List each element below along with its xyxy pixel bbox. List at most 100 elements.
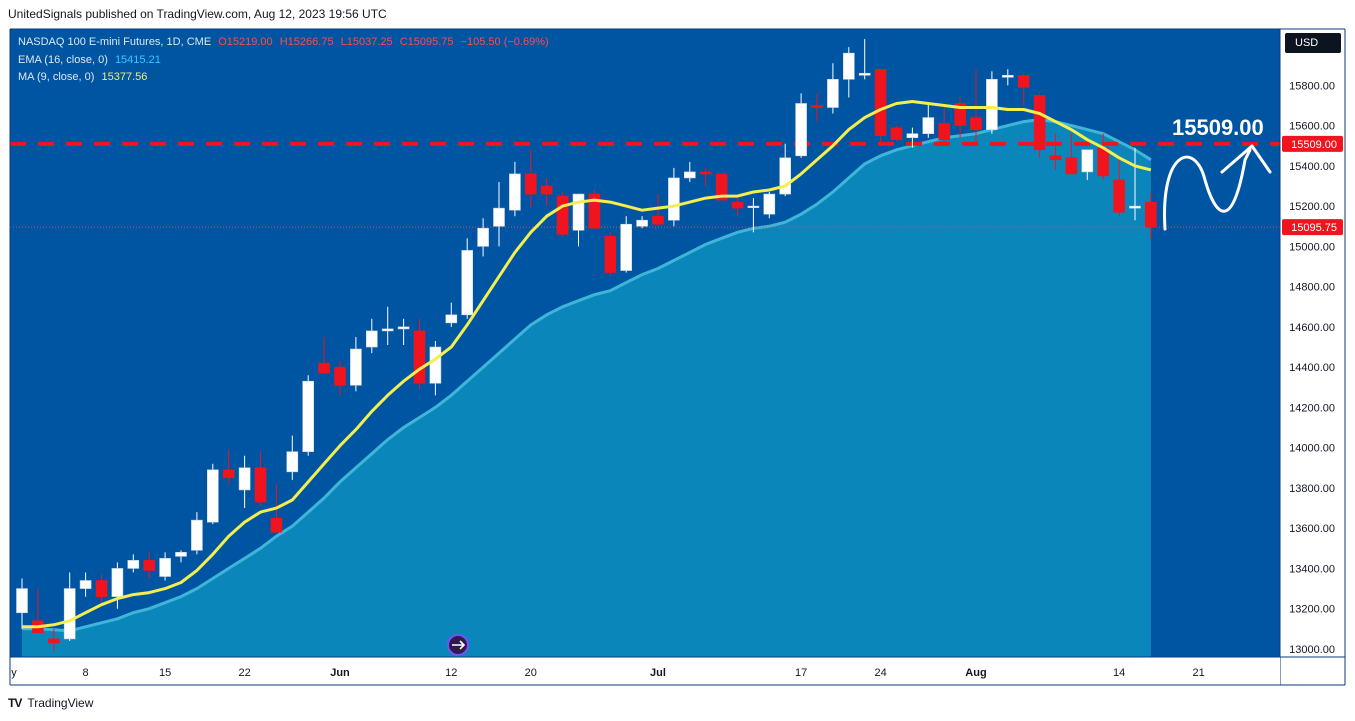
last-price-tag: 15095.75 [1291, 222, 1337, 234]
x-tick-label: 20 [525, 667, 537, 679]
candle [1081, 149, 1094, 180]
candle [191, 512, 203, 555]
candle-body [318, 362, 330, 374]
candle-body [524, 173, 537, 195]
candle-body [906, 133, 919, 138]
candle-body [350, 348, 362, 386]
candle-body [715, 173, 728, 201]
candle [556, 192, 569, 237]
candle [986, 71, 998, 134]
candle [747, 198, 760, 233]
last-price-tag-bg [1282, 219, 1343, 236]
projection-curve-icon [1163, 148, 1252, 231]
candle [938, 107, 951, 144]
candle-body [842, 52, 855, 80]
candle [207, 463, 219, 525]
candle [1113, 155, 1125, 217]
candle-body [365, 330, 378, 348]
candle-body [254, 467, 267, 503]
open-value: O15219.00 [218, 36, 273, 48]
candle-body [445, 314, 458, 324]
candle [1001, 69, 1014, 86]
candle [795, 93, 807, 158]
candle-body [811, 105, 823, 108]
candle [127, 554, 140, 573]
candle-body [763, 193, 776, 215]
candle [175, 550, 187, 563]
ma-label: MA (9, close, 0) [18, 71, 95, 83]
candle [842, 47, 855, 98]
candle-body [858, 72, 871, 76]
legend-row-ma[interactable]: MA (9, close, 0) 15377.56 [18, 71, 151, 83]
candle-body [493, 207, 505, 227]
candle [63, 572, 76, 641]
candle [906, 127, 919, 148]
candle [143, 552, 155, 579]
tradingview-logo-icon: TV [8, 696, 22, 710]
candle-body [1001, 74, 1014, 78]
y-tick-label: 13400.00 [1289, 563, 1335, 575]
x-tick-label: 22 [238, 667, 250, 679]
ema-value: 15415.21 [114, 54, 161, 66]
candle-body [636, 219, 648, 227]
candle-body [986, 79, 998, 130]
candle-body [1081, 149, 1094, 173]
candle-body [397, 326, 410, 330]
candle-body [540, 185, 553, 195]
x-tick-label: Aug [965, 667, 986, 679]
y-tick-label: 14400.00 [1289, 362, 1335, 374]
legend-row-ema[interactable]: EMA (16, close, 0) 15415.21 [18, 54, 165, 66]
candle [318, 336, 330, 374]
candle-body [222, 469, 235, 479]
low-value: L15037.25 [340, 36, 393, 48]
replay-arrow [452, 640, 466, 650]
candle-body [699, 171, 712, 175]
legend-row-symbol: NASDAQ 100 E-mini Futures, 1D, CME O1521… [18, 36, 553, 48]
candle [683, 161, 696, 182]
candle-body [747, 205, 760, 208]
candle [811, 93, 823, 122]
candle [827, 63, 839, 114]
currency-button[interactable]: USD [1285, 33, 1341, 53]
candle [222, 449, 235, 484]
candle [874, 68, 887, 144]
candle [620, 216, 633, 273]
target-price-label: 15509.00 [1172, 115, 1264, 140]
candle-body [143, 560, 155, 571]
candle-body [127, 560, 140, 569]
candle [1129, 147, 1141, 221]
x-tick-label: 14 [1113, 667, 1125, 679]
candle [397, 318, 410, 346]
candle-body [779, 157, 792, 195]
y-tick-label: 15800.00 [1289, 80, 1335, 92]
candle-body [63, 588, 76, 640]
candle-body [683, 171, 696, 179]
candle [1017, 73, 1030, 106]
projection-arrowhead-icon [1220, 144, 1272, 174]
target-price-tag: 15509.00 [1291, 139, 1337, 151]
candle [699, 167, 712, 186]
candle-body [922, 117, 935, 134]
ema-label: EMA (16, close, 0) [18, 54, 108, 66]
y-tick-label: 15000.00 [1289, 241, 1335, 253]
candle-body [1065, 157, 1078, 175]
candle-body [556, 195, 569, 235]
close-value: C15095.75 [399, 36, 454, 48]
candle [588, 190, 601, 229]
candle-body [604, 236, 617, 273]
candle-body [1033, 95, 1046, 151]
candle [79, 572, 92, 597]
candle-body [429, 346, 442, 384]
candle [334, 361, 346, 396]
x-tick-label: y [11, 667, 17, 679]
candle-body [620, 223, 633, 271]
x-tick-label: Jun [330, 667, 350, 679]
candle-body [95, 580, 108, 597]
replay-icon [447, 634, 469, 656]
candle [1065, 133, 1078, 175]
candle [858, 39, 871, 80]
candle [636, 216, 648, 229]
y-tick-label: 14800.00 [1289, 282, 1335, 294]
candle-body [572, 193, 585, 231]
